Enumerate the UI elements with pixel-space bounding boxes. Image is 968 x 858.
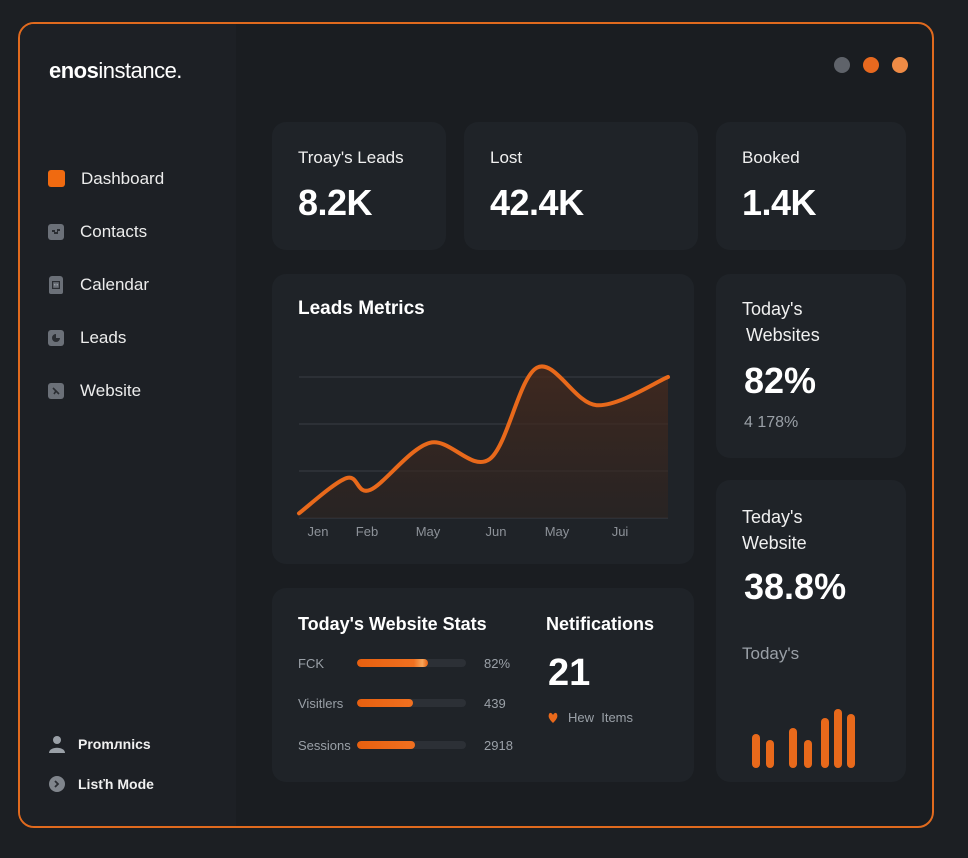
notifications-count: 21 xyxy=(548,652,591,694)
card-title: Teday's Website xyxy=(742,504,807,556)
stat-label: Troay's Leads xyxy=(298,148,404,167)
x-tick-label: Jen xyxy=(307,524,329,539)
stat-card-leads: Troay's Leads 8.2K xyxy=(272,122,446,250)
minimize-button[interactable] xyxy=(834,57,850,73)
app-window: enosinstance. Dashboard Contacts Calenda… xyxy=(18,22,934,828)
sidebar-item-website[interactable]: Website xyxy=(48,364,164,417)
stat-label: Lost xyxy=(490,148,523,167)
sidebar-item-label: Website xyxy=(80,380,142,400)
todays-website-card: Teday's Website 38.8% Today's xyxy=(716,480,906,782)
profile-button[interactable]: Promлnics xyxy=(48,724,154,764)
card-subvalue: 4 178% xyxy=(744,414,799,431)
stat-value: 42.4K xyxy=(490,182,584,223)
mode-toggle-icon xyxy=(48,776,66,792)
stat-row-value: 2918 xyxy=(484,737,513,753)
stat-label: Booked xyxy=(742,148,800,167)
website-stats-card: Today's Website Stats FCK 82% Visitlers … xyxy=(272,588,694,782)
stat-row-fck: FCK 82% xyxy=(298,655,538,671)
notifications-sub-label: Hew Items xyxy=(568,710,634,725)
notifications-new-items[interactable]: Hew Items xyxy=(548,710,633,725)
progress-bar xyxy=(357,741,466,749)
logo-brand: enos xyxy=(49,58,99,83)
progress-bar xyxy=(357,699,466,707)
sidebar-item-calendar[interactable]: Calendar xyxy=(48,258,164,311)
x-tick-label: May xyxy=(544,524,570,539)
mode-toggle-label: Lisťh Mode xyxy=(78,776,154,792)
sidebar-item-label: Leads xyxy=(80,327,127,347)
sidebar-nav: Dashboard Contacts Calendar Leads xyxy=(48,152,164,417)
logo: enosinstance. xyxy=(49,58,182,84)
close-button[interactable] xyxy=(892,57,908,73)
stat-row-label: Visitlers xyxy=(298,695,344,711)
progress-fill xyxy=(357,659,428,667)
leads-metrics-card: Leads Metrics Jen Feb May Jun May Jui xyxy=(272,274,694,564)
mini-bar xyxy=(834,709,842,768)
user-icon xyxy=(48,735,66,753)
window-controls xyxy=(834,57,908,73)
logo-suffix: instance. xyxy=(98,58,182,83)
notifications-title: Netifications xyxy=(546,614,655,634)
mini-bar xyxy=(821,718,829,768)
stat-row-visitors: Visitlers 439 xyxy=(298,695,538,711)
x-tick-label: Feb xyxy=(355,524,379,539)
card-title-line: Websites xyxy=(746,325,820,345)
website-icon xyxy=(48,382,64,399)
calendar-icon xyxy=(49,275,63,294)
stat-value: 1.4K xyxy=(742,182,817,223)
leads-icon xyxy=(48,329,64,346)
stat-row-value: 439 xyxy=(484,695,506,711)
progress-fill xyxy=(357,699,413,707)
progress-bar xyxy=(357,659,466,667)
sidebar-item-label: Contacts xyxy=(80,221,148,241)
chart-series-line xyxy=(297,364,670,516)
sidebar-item-leads[interactable]: Leads xyxy=(48,311,164,364)
x-tick-label: Jun xyxy=(485,524,507,539)
todays-websites-card: Today's Websites 82% 4 178% xyxy=(716,274,906,458)
sidebar-item-label: Calendar xyxy=(80,274,149,294)
x-tick-label: May xyxy=(415,524,441,539)
card-title: Today's Websites xyxy=(742,296,820,348)
mini-bar xyxy=(847,714,855,768)
heart-icon xyxy=(548,712,558,723)
card-title-line: Today's xyxy=(742,299,803,319)
card-title-line: Website xyxy=(742,533,807,553)
stat-row-label: FCK xyxy=(298,655,324,671)
stat-row-value: 82% xyxy=(484,655,511,671)
stat-card-lost: Lost 42.4K xyxy=(464,122,698,250)
mini-bar-chart xyxy=(752,709,855,768)
card-value: 38.8% xyxy=(744,566,847,607)
progress-fill xyxy=(357,741,415,749)
maximize-button[interactable] xyxy=(863,57,879,73)
card-subvalue: Today's xyxy=(742,644,800,663)
contacts-icon xyxy=(48,223,64,240)
profile-label: Promлnics xyxy=(78,736,151,752)
sidebar-item-dashboard[interactable]: Dashboard xyxy=(48,152,164,205)
dashboard-icon xyxy=(48,170,65,187)
stat-card-booked: Booked 1.4K xyxy=(716,122,906,250)
card-value: 82% xyxy=(744,360,817,401)
leads-chart xyxy=(297,364,670,519)
mini-bar xyxy=(804,740,812,768)
sidebar: enosinstance. Dashboard Contacts Calenda… xyxy=(20,24,236,826)
chart-title: Leads Metrics xyxy=(298,298,425,319)
x-tick-label: Jui xyxy=(611,524,629,539)
card-title-line: Teday's xyxy=(742,507,803,527)
mini-bar xyxy=(766,740,774,768)
sidebar-bottom: Promлnics Lisťh Mode xyxy=(48,724,154,804)
website-stats-title: Today's Website Stats xyxy=(298,614,487,634)
chart-area-fill xyxy=(299,366,668,518)
stat-row-label: Sessions xyxy=(298,737,351,753)
mode-toggle[interactable]: Lisťh Mode xyxy=(48,764,154,804)
mini-bar xyxy=(752,734,760,768)
sidebar-item-label: Dashboard xyxy=(81,168,165,188)
stat-row-sessions: Sessions 2918 xyxy=(298,737,538,753)
stat-value: 8.2K xyxy=(298,182,373,223)
mini-bar xyxy=(789,728,797,768)
sidebar-item-contacts[interactable]: Contacts xyxy=(48,205,164,258)
